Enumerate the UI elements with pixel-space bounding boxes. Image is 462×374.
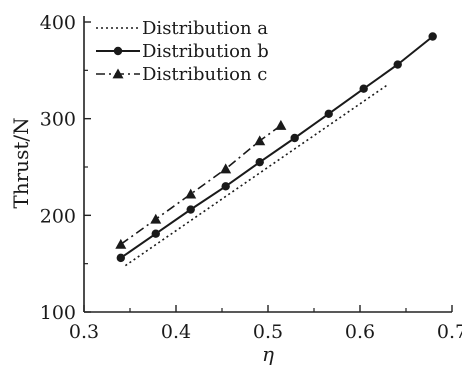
x-tick-label: 0.4 xyxy=(161,321,191,343)
legend-marker xyxy=(112,68,124,79)
data-point xyxy=(116,253,126,263)
y-tick-label: 300 xyxy=(40,109,76,131)
data-point xyxy=(275,119,287,130)
data-point xyxy=(150,213,162,224)
data-point xyxy=(220,163,232,174)
data-point xyxy=(255,157,264,167)
legend-entry-3: Distribution c xyxy=(96,64,267,85)
y-tick-label: 100 xyxy=(40,302,76,324)
series-1 xyxy=(124,84,389,267)
series-3 xyxy=(115,119,287,249)
data-point xyxy=(428,32,437,41)
data-point xyxy=(151,229,160,238)
x-tick-label: 0.3 xyxy=(69,321,99,343)
data-point xyxy=(254,135,266,146)
data-point xyxy=(186,205,195,214)
series-layer xyxy=(115,32,437,267)
legend-label: Distribution c xyxy=(142,64,267,85)
legend-entry-1: Distribution a xyxy=(96,18,268,39)
data-point xyxy=(393,60,402,69)
x-axis-label: η xyxy=(262,342,274,366)
data-point xyxy=(185,188,197,199)
axes: 0.3 0.4 0.5 0.6 0.7 100 200 300 400 xyxy=(40,12,462,343)
data-point xyxy=(221,182,230,191)
x-tick-label: 0.5 xyxy=(253,321,283,343)
series-line xyxy=(120,124,282,245)
x-tick-label: 0.7 xyxy=(437,321,462,343)
legend-marker xyxy=(113,46,123,56)
legend-label: Distribution a xyxy=(142,18,268,39)
series-line xyxy=(124,84,389,267)
legend-entry-2: Distribution b xyxy=(96,41,269,62)
data-point xyxy=(290,133,299,143)
y-tick-label: 400 xyxy=(40,12,76,34)
x-tick-label: 0.6 xyxy=(345,321,375,343)
series-line xyxy=(120,35,434,259)
data-point xyxy=(359,84,368,93)
legend-label: Distribution b xyxy=(142,41,269,62)
y-tick-label: 200 xyxy=(40,205,76,227)
series-2 xyxy=(116,32,437,263)
y-axis-label: Thrust/N xyxy=(9,117,33,208)
data-point xyxy=(115,238,127,249)
data-point xyxy=(324,109,333,119)
